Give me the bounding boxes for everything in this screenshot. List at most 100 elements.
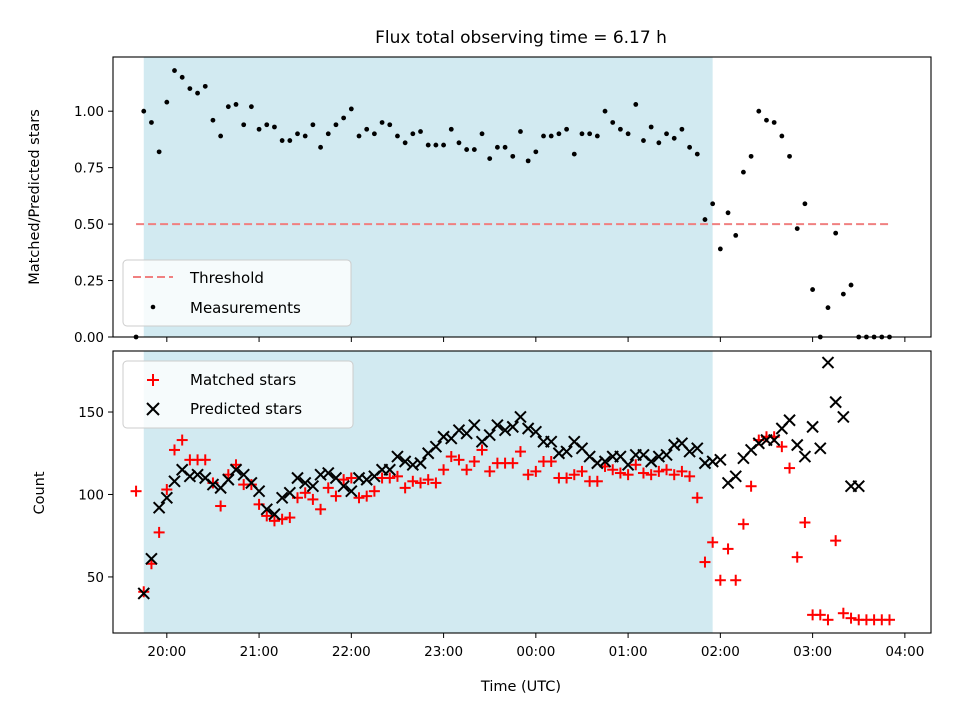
x-tick-label: 20:00 [147, 644, 186, 660]
matched-star-point [284, 512, 296, 524]
measurement-point [664, 131, 669, 137]
predicted-star-point [206, 478, 220, 491]
measurement-point [371, 131, 377, 137]
predicted-star-point [852, 480, 865, 493]
top-legend-box [122, 259, 352, 327]
matched-star-point [691, 492, 703, 504]
bottom-y-tick-label: 150 [78, 405, 104, 421]
measurement-point [794, 226, 800, 232]
measurement-point [272, 124, 277, 130]
measurement-point [318, 144, 323, 150]
x-tick-label: 02:00 [701, 644, 740, 660]
predicted-star-point [298, 476, 312, 490]
predicted-star-point [137, 587, 150, 600]
bottom-legend-box [122, 360, 354, 429]
matched-star-point [315, 503, 327, 515]
measurement-point [256, 126, 262, 132]
predicted-star-point [252, 484, 266, 498]
measurement-point [618, 126, 623, 132]
measurement-point [725, 210, 731, 216]
matched-star-point [307, 493, 319, 505]
matched-star-point [714, 574, 726, 586]
predicted-star-point [791, 438, 804, 452]
measurement-point [748, 153, 754, 159]
matched-star-point [784, 462, 796, 474]
measurement-point [840, 291, 846, 297]
measurement-point [648, 124, 654, 130]
measurement-point [456, 140, 462, 146]
bottom-x-ticks: 20:00 21:00 22:00 23:00 00:00 01:00 02:00 03:00… [147, 633, 924, 660]
measurement-point [502, 144, 508, 150]
measurement-point [679, 126, 685, 132]
predicted-star-point [506, 420, 519, 434]
predicted-star-point [729, 470, 742, 483]
measurement-point [195, 90, 200, 96]
top-y-tick-label: 1.00 [74, 104, 104, 120]
matched-star-point [130, 485, 142, 497]
measurement-point [525, 158, 531, 164]
matched-star-point [883, 614, 895, 626]
predicted-star-point [814, 442, 827, 455]
measurement-point [641, 138, 646, 143]
x-tick-label: 01:00 [609, 644, 648, 660]
matched-star-point [161, 484, 173, 496]
predicted-star-point [322, 466, 335, 480]
predicted-star-point [414, 456, 427, 470]
matched-star-point [384, 472, 396, 484]
matched-star-point [699, 556, 711, 568]
matched-star-point [576, 465, 588, 477]
measurement-point [802, 201, 808, 207]
measurement-points [133, 68, 892, 340]
predicted-star-point [691, 442, 704, 455]
matched-star-point [814, 609, 826, 621]
predicted-star-point [283, 486, 297, 500]
bottom-y-tick-label: 100 [78, 487, 104, 503]
predicted-star-point [783, 414, 796, 427]
predicted-star-point [398, 455, 412, 468]
matched-star-point [138, 586, 150, 598]
predicted-star-point [337, 480, 350, 493]
measurement-point [479, 131, 485, 137]
measurements-legend-swatch [150, 304, 156, 310]
measurement-point [156, 149, 162, 155]
matched-star-point [430, 477, 442, 489]
matched-star-point [261, 510, 273, 522]
measurement-point [494, 144, 500, 150]
matched-star-point [476, 444, 488, 456]
measurement-point [587, 131, 593, 137]
measurement-point [141, 108, 147, 114]
matched-star-point [684, 470, 696, 482]
matched-star-point [845, 612, 857, 624]
top-y-ticks: 0.00 0.25 0.50 0.75 1.00 [74, 104, 113, 346]
predicted-star-point [268, 508, 281, 521]
bottom-legend: Matched stars Predicted stars [122, 360, 354, 429]
matched-star-point [830, 535, 842, 547]
measurement-point [302, 133, 308, 139]
x-tick-label: 21:00 [240, 644, 279, 660]
matched-star-point [514, 446, 526, 458]
top-legend: Threshold Measurements [122, 259, 352, 327]
predicted-star-point [306, 480, 320, 493]
matched-star-point [199, 454, 211, 466]
matched-star-point [622, 469, 634, 481]
measurement-point [341, 115, 347, 121]
matched-star-point [776, 441, 788, 453]
measurement-point [556, 131, 562, 137]
top-y-tick-label: 0.75 [74, 161, 104, 177]
measurement-point [779, 133, 785, 139]
predicted-star-point [483, 428, 496, 442]
predicted-star-point [644, 455, 658, 468]
measurement-point [241, 122, 247, 128]
predicted-star-point [145, 552, 158, 565]
predicted-legend-swatch [146, 402, 160, 416]
matched-star-point [637, 467, 649, 479]
measurement-point [571, 151, 577, 157]
matched-star-point [453, 454, 465, 466]
measurement-point [233, 102, 239, 107]
matched-star-point [607, 464, 619, 476]
bottom-axes-frame [112, 350, 932, 634]
measurement-point [164, 99, 170, 105]
predicted-star-point [160, 491, 174, 504]
predicted-star-point [498, 423, 512, 437]
predicted-star-point [491, 419, 504, 432]
